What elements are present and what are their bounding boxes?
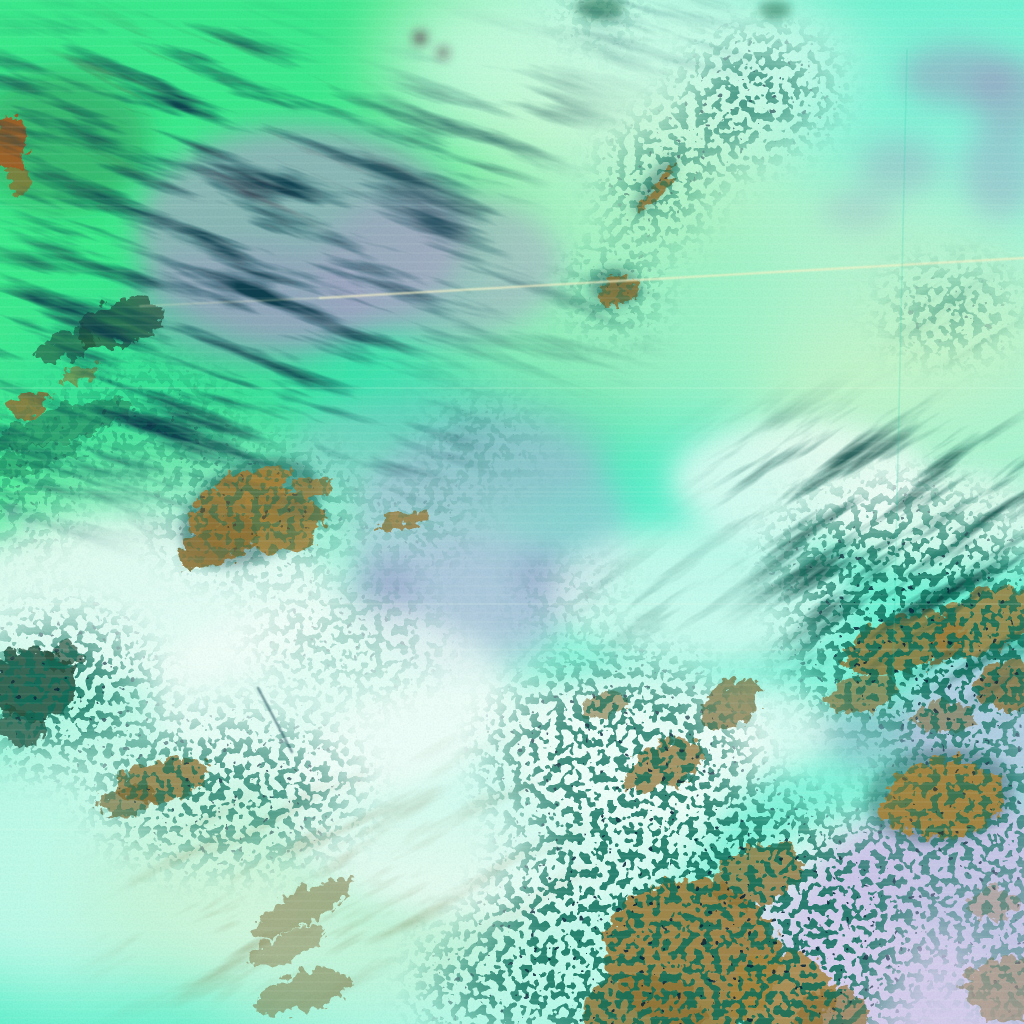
satellite-image — [0, 0, 1024, 1024]
film-grain — [0, 0, 1024, 1024]
satellite-image-viewport — [0, 0, 1024, 1024]
